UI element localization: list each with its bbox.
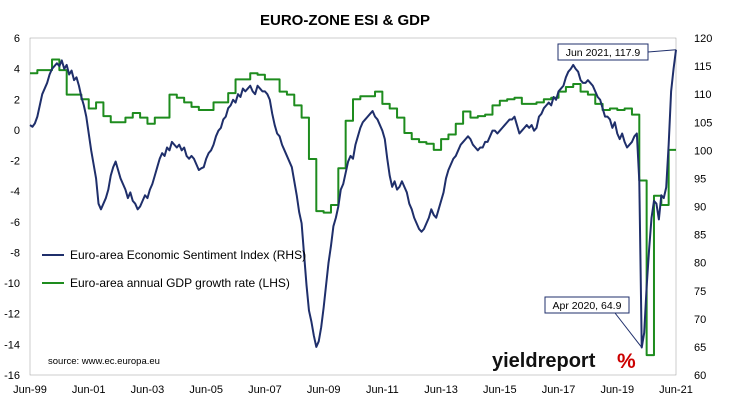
right-tick-label: 110 [694, 89, 712, 101]
left-tick-label: -10 [4, 278, 20, 290]
right-axis: 120 115 110 105 100 95 90 85 80 75 70 65 60 [694, 33, 712, 382]
right-tick-label: 95 [694, 173, 706, 185]
right-tick-label: 115 [694, 61, 712, 73]
annotations: Jun 2021, 117.9 Apr 2020, 64.9 [544, 43, 677, 348]
brand-percent-mark: % [617, 350, 636, 373]
x-axis: Jun-99 Jun-01 Jun-03 Jun-05 Jun-07 Jun-09 Jun-… [13, 384, 693, 396]
x-tick-label: Jun-03 [131, 384, 165, 396]
esi-series-line [29, 49, 677, 349]
series-layer [29, 49, 677, 357]
x-tick-label: Jun-99 [13, 384, 47, 396]
source-note: source: www.ec.europa.eu [48, 356, 160, 367]
annotation-jun-2021-label: Jun 2021, 117.9 [566, 47, 641, 59]
annotation-apr-2020-label: Apr 2020, 64.9 [553, 300, 622, 312]
x-tick-label: Jun-07 [248, 384, 282, 396]
x-tick-label: Jun-17 [542, 384, 576, 396]
left-tick-label: 2 [14, 94, 20, 106]
legend-label-esi: Euro-area Economic Sentiment Index (RHS) [70, 248, 306, 262]
annotation-jun-2021-box [557, 43, 649, 61]
right-tick-label: 90 [694, 202, 706, 214]
x-tick-label: Jun-01 [72, 384, 106, 396]
right-tick-label: 85 [694, 230, 706, 242]
right-tick-label: 80 [694, 258, 706, 270]
gdp-series-line [30, 58, 676, 357]
left-tick-label: -8 [10, 247, 20, 259]
legend: Euro-area Economic Sentiment Index (RHS)… [42, 248, 306, 290]
left-tick-label: -16 [4, 370, 20, 382]
left-tick-label: 4 [14, 64, 20, 76]
plot-area [29, 37, 677, 376]
x-tick-label: Jun-19 [600, 384, 634, 396]
legend-label-gdp: Euro-area annual GDP growth rate (LHS) [70, 276, 290, 290]
annotation-apr-2020-leader [614, 312, 643, 348]
annotation-jun-2021-leader [647, 49, 677, 53]
right-tick-label: 100 [694, 145, 712, 157]
x-tick-label: Jun-21 [659, 384, 693, 396]
left-tick-label: -4 [10, 186, 20, 198]
left-tick-label: -12 [4, 309, 20, 321]
annotation-apr-2020-box [544, 296, 630, 314]
left-tick-label: -14 [4, 339, 20, 351]
right-tick-label: 75 [694, 286, 706, 298]
x-tick-label: Jun-13 [424, 384, 458, 396]
right-tick-label: 105 [694, 117, 712, 129]
right-tick-label: 65 [694, 342, 706, 354]
right-tick-label: 60 [694, 370, 706, 382]
chart-title: EURO-ZONE ESI & GDP [260, 12, 430, 29]
x-tick-label: Jun-05 [189, 384, 223, 396]
x-tick-label: Jun-11 [366, 384, 399, 396]
brand-logo: yieldreport % [492, 350, 636, 373]
brand-name: yieldreport [492, 350, 596, 372]
x-tick-label: Jun-15 [483, 384, 517, 396]
right-tick-label: 120 [694, 33, 712, 45]
right-tick-label: 70 [694, 314, 706, 326]
left-axis: 6 4 2 0 -2 -4 -6 -8 -10 -12 -14 -16 [4, 33, 20, 382]
left-tick-label: 0 [14, 125, 20, 137]
x-tick-label: Jun-09 [307, 384, 341, 396]
left-tick-label: -2 [10, 156, 20, 168]
left-tick-label: 6 [14, 33, 20, 45]
left-tick-label: -6 [10, 217, 20, 229]
